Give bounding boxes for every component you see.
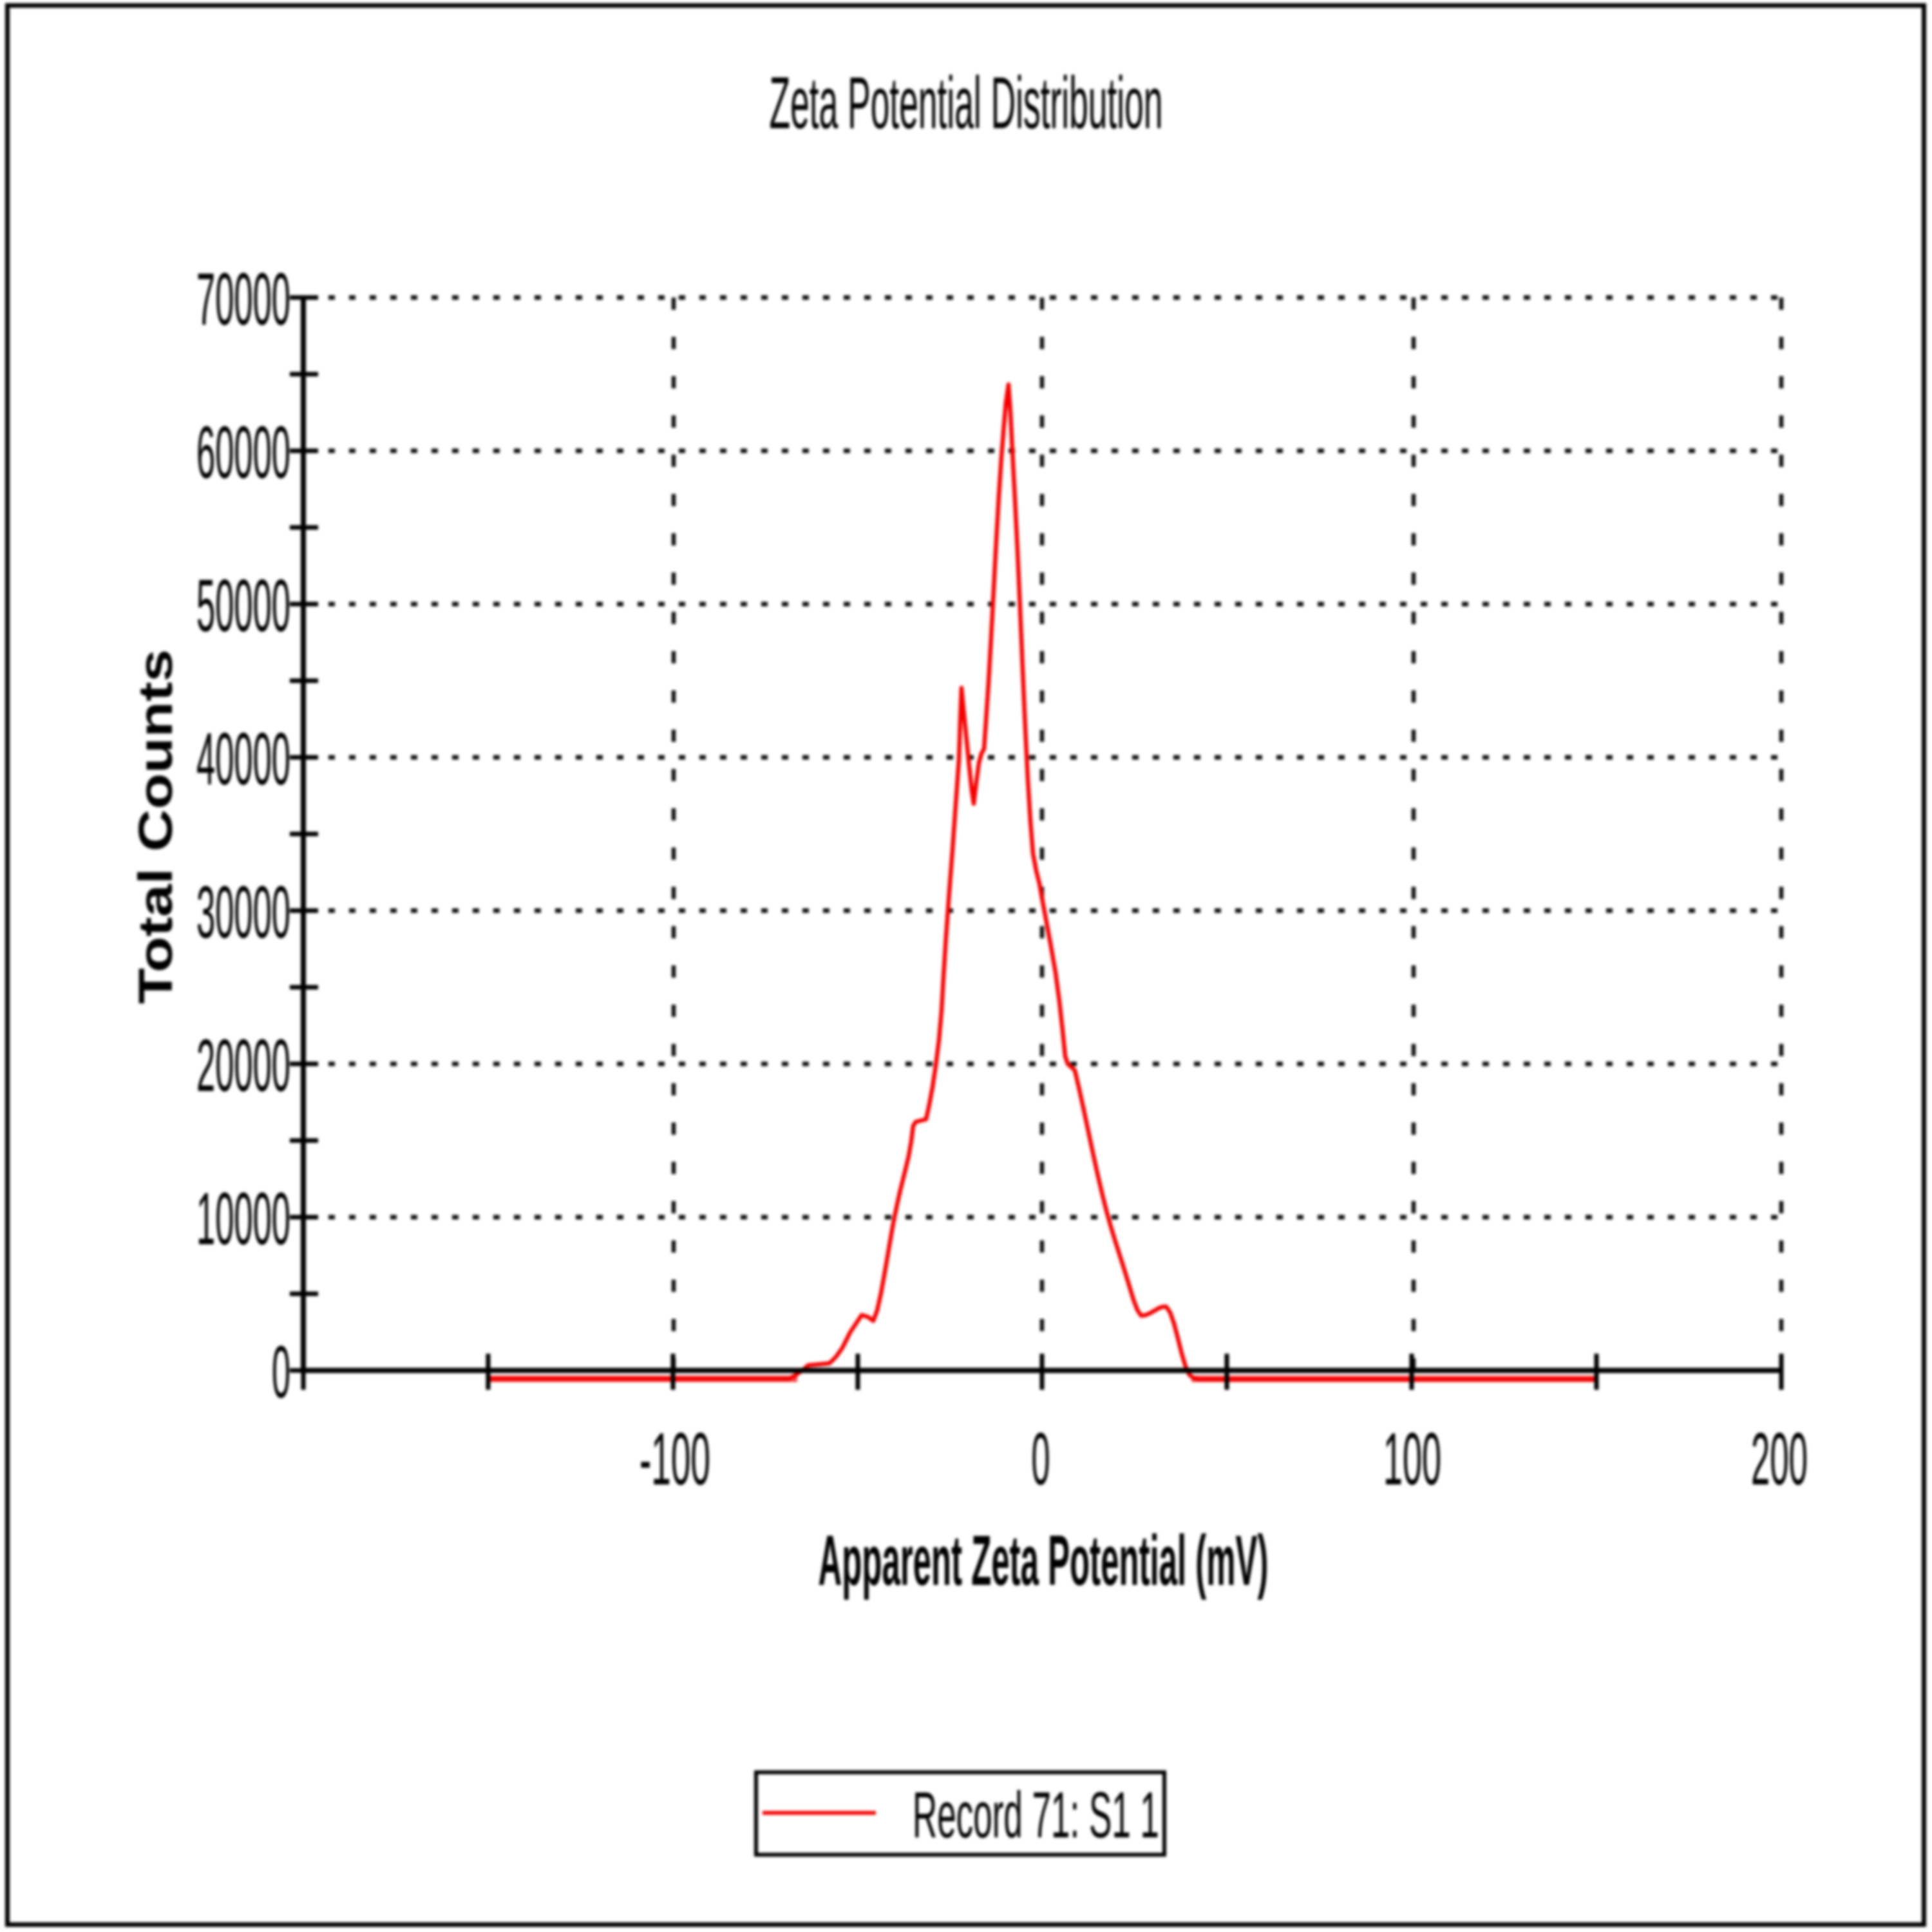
svg-text:Zeta Potential Distribution: Zeta Potential Distribution bbox=[770, 62, 1163, 144]
svg-text:-100: -100 bbox=[639, 1418, 710, 1501]
svg-text:100: 100 bbox=[1383, 1418, 1441, 1501]
svg-text:200: 200 bbox=[1751, 1418, 1808, 1501]
svg-text:50000: 50000 bbox=[196, 565, 290, 647]
svg-text:40000: 40000 bbox=[196, 718, 290, 800]
svg-text:60000: 60000 bbox=[196, 412, 290, 494]
svg-text:20000: 20000 bbox=[196, 1025, 290, 1107]
svg-text:Apparent Zeta Potential (mV): Apparent Zeta Potential (mV) bbox=[819, 1521, 1269, 1600]
svg-text:10000: 10000 bbox=[196, 1178, 290, 1260]
svg-text:30000: 30000 bbox=[196, 871, 290, 954]
svg-text:Total Counts: Total Counts bbox=[129, 649, 182, 1004]
svg-text:0: 0 bbox=[1032, 1418, 1050, 1501]
svg-text:0: 0 bbox=[272, 1331, 290, 1414]
svg-text:70000: 70000 bbox=[196, 258, 290, 341]
svg-text:Record 71: S1 1: Record 71: S1 1 bbox=[913, 1779, 1159, 1852]
